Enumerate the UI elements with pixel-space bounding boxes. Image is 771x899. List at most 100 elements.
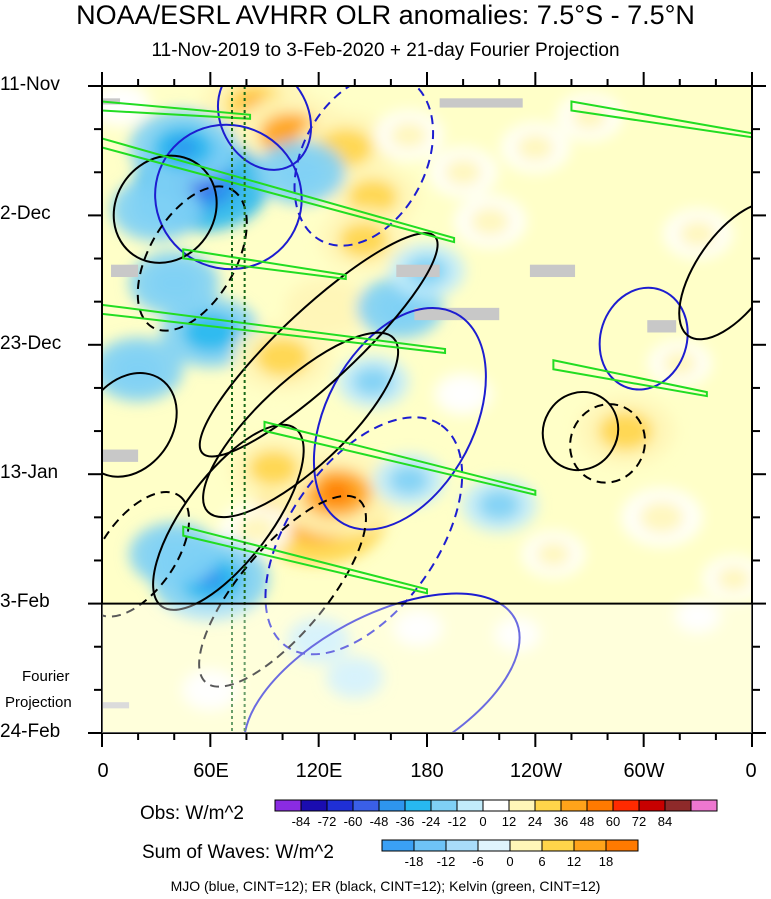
colorbar-tick-label: 18 — [598, 854, 614, 869]
obs-colorbar — [274, 799, 718, 812]
colorbar-box — [300, 799, 328, 812]
colorbar-tick-label: -72 — [317, 814, 337, 829]
er-contour — [152, 423, 305, 611]
anomaly-blob-core — [536, 541, 571, 567]
colorbar-tick-label: -48 — [369, 814, 389, 829]
colorbar-box — [413, 839, 447, 852]
anomaly-blob-core — [194, 678, 227, 702]
missing-data-block — [647, 320, 677, 333]
x-tick-label: 0 — [97, 760, 109, 782]
colorbar-box — [605, 839, 639, 852]
obs-colorbar-label: Obs: W/m^2 — [140, 803, 244, 824]
anomaly-blob-core — [390, 121, 428, 149]
projection-label-line1: Fourier — [22, 668, 70, 685]
anomaly-blob-core — [338, 665, 371, 690]
colorbar-tick-label: 6 — [538, 854, 546, 869]
axis-ticks — [88, 72, 766, 747]
er-contour — [541, 391, 620, 472]
colorbar-tick-label: 84 — [657, 814, 673, 829]
anomaly-blob-core — [275, 154, 326, 190]
colorbar-tick-label: 36 — [553, 814, 569, 829]
y-tick-label: 3-Feb — [0, 591, 50, 612]
er-contour — [112, 154, 218, 264]
colorbar-tick-label: 24 — [527, 814, 543, 829]
colorbar-tick-label: -84 — [291, 814, 311, 829]
olr-anomaly-field — [102, 86, 752, 712]
colorbar-box — [381, 839, 415, 852]
colorbar-tick-label: 72 — [631, 814, 647, 829]
chart-title: NOAA/ESRL AVHRR OLR anomalies: 7.5°S - 7… — [76, 0, 695, 30]
waves-colorbar-label: Sum of Waves: W/m^2 — [142, 842, 334, 863]
anomaly-blob-core — [389, 466, 429, 495]
anomaly-blob-core — [339, 222, 389, 258]
colorbar-tick-label: -12 — [447, 814, 467, 829]
colorbar-tick-label: -12 — [436, 854, 456, 869]
x-tick-label: 0 — [745, 760, 757, 782]
colorbar-tick-label: 12 — [501, 814, 517, 829]
colorbar-box — [445, 839, 479, 852]
anomaly-blob-core — [639, 501, 684, 534]
colorbar-tick-label: 12 — [566, 854, 582, 869]
anomaly-blob-core — [255, 337, 310, 377]
y-tick-label: 23-Dec — [0, 333, 62, 354]
colorbar-box — [456, 799, 484, 812]
anomaly-blob-core — [235, 515, 276, 544]
anomaly-blob-core — [353, 367, 393, 397]
colorbar-tick-label: -18 — [404, 854, 424, 869]
colorbar-box — [509, 839, 543, 852]
colorbar-box — [404, 799, 432, 812]
waves-colorbar — [381, 839, 639, 852]
anomaly-blob-core — [716, 566, 752, 592]
colorbar-box — [541, 839, 575, 852]
anomaly-blob-core — [447, 382, 479, 406]
anomaly-blob-core — [348, 179, 398, 215]
colorbar-tick-label: -24 — [421, 814, 441, 829]
x-tick-label: 60W — [623, 760, 665, 782]
contour-legend: MJO (blue, CINT=12); ER (black, CINT=12)… — [170, 878, 601, 894]
anomaly-blob-core — [444, 158, 482, 186]
colorbar-box — [378, 799, 406, 812]
chart-subtitle: 11-Nov-2019 to 3-Feb-2020 + 21-day Fouri… — [151, 40, 620, 61]
anomaly-blob-core — [376, 290, 424, 325]
kelvin-contour — [182, 248, 347, 281]
missing-data-block — [102, 449, 139, 462]
x-tick-label: 180 — [410, 760, 444, 782]
colorbar-box — [690, 799, 718, 812]
colorbar-box — [508, 799, 536, 812]
anomaly-blob-core — [470, 207, 510, 236]
kelvin-contour — [102, 303, 447, 355]
missing-data-block — [529, 264, 576, 278]
mjo-contour — [154, 123, 303, 271]
x-tick-label: 60E — [193, 760, 229, 782]
mjo-contour — [293, 86, 435, 247]
er-contour — [678, 201, 752, 341]
kelvin-contour — [102, 137, 456, 244]
anomaly-blob-core — [404, 617, 432, 639]
anomaly-blob-core — [303, 290, 352, 325]
x-tick-label: 120W — [509, 760, 563, 782]
colorbar-tick-label: -6 — [472, 854, 484, 869]
colorbar-box — [534, 799, 562, 812]
er-contour — [202, 331, 400, 519]
anomaly-blob-core — [183, 313, 238, 352]
colorbar-tick-label: 0 — [506, 854, 514, 869]
er-contour — [102, 491, 191, 618]
colorbar-box — [664, 799, 692, 812]
anomaly-blob-core — [679, 220, 717, 248]
anomaly-blob-core — [149, 265, 199, 301]
missing-data-block — [111, 264, 139, 278]
y-tick-label: 24-Feb — [0, 721, 61, 742]
anomaly-blob-peak — [320, 481, 353, 504]
colorbar-tick-label: 60 — [605, 814, 621, 829]
anomaly-blob-core — [478, 490, 521, 520]
er-contour — [198, 494, 367, 688]
missing-data-layer — [102, 98, 677, 709]
kelvin-contour — [552, 359, 708, 398]
colorbar-box — [274, 799, 302, 812]
mjo-contour — [264, 416, 464, 656]
colorbar-tick-label: 48 — [579, 814, 595, 829]
anomaly-blob-core — [571, 103, 608, 130]
colorbar-tick-label: -60 — [343, 814, 363, 829]
x-tick-label: 120E — [295, 760, 343, 782]
colorbar-box — [326, 799, 354, 812]
